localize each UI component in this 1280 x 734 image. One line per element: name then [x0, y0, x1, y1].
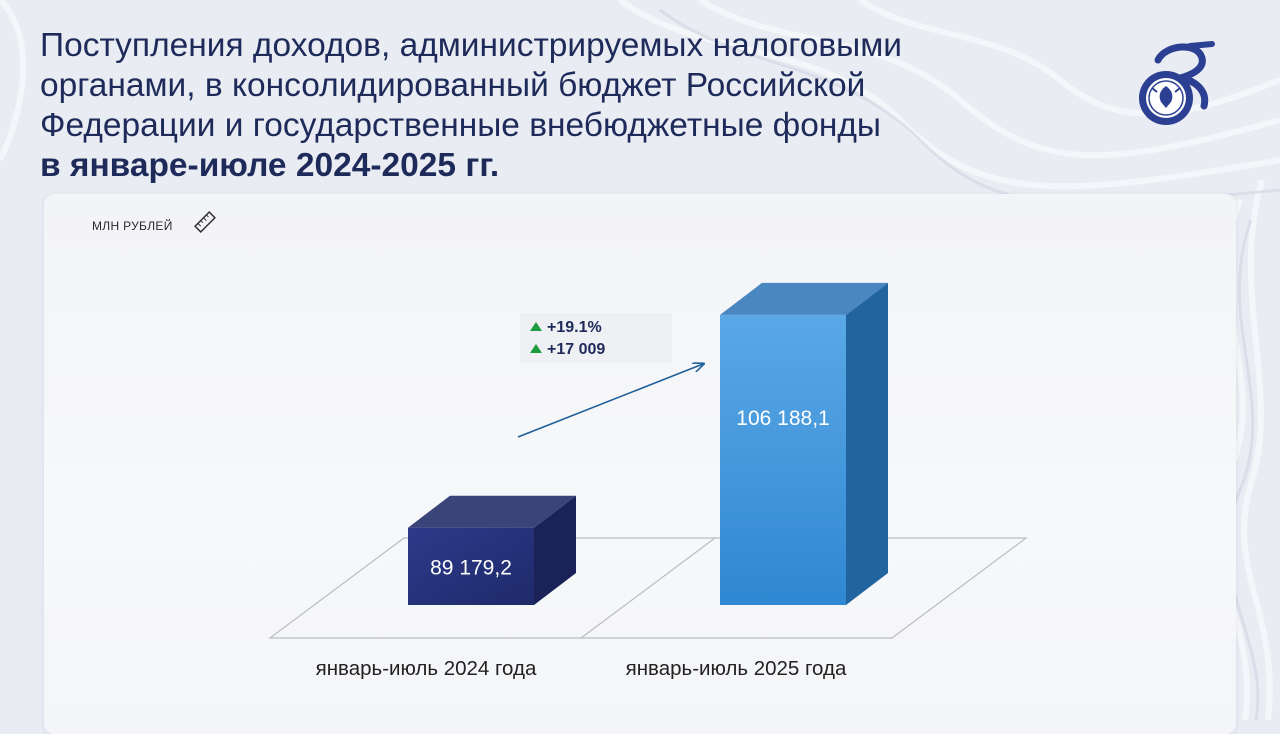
chart-floor — [268, 537, 1028, 639]
percent-change: +19.1% — [547, 319, 602, 336]
bar-2 — [720, 282, 888, 605]
title-line-4: в январе-июле 2024-2025 гг. — [40, 147, 500, 184]
title-line-3: Федерации и государственные внебюджетные… — [40, 107, 882, 144]
change-annotation: +19.1% +17 009 — [520, 313, 672, 363]
title-line-2: органами, в консолидированный бюджет Рос… — [40, 67, 866, 104]
fns-35-years-emblem-icon — [1139, 41, 1215, 125]
growth-arrow — [517, 364, 703, 438]
bar-value-label-2: 106 188,1 — [736, 407, 829, 430]
bar-1 — [408, 495, 576, 605]
triangle-up-icon — [530, 322, 542, 331]
absolute-change-row: +17 009 — [530, 341, 605, 361]
percent-change-row: +19.1% — [530, 319, 602, 339]
chart-panel — [44, 194, 1236, 734]
x-tick-label-2024: январь-июль 2024 года — [316, 657, 537, 680]
page-title: Поступления доходов, администрируемых на… — [40, 26, 1040, 186]
x-tick-label-2025: январь-июль 2025 года — [626, 657, 847, 680]
triangle-up-icon — [530, 344, 542, 353]
absolute-change: +17 009 — [547, 341, 606, 358]
title-line-1: Поступления доходов, администрируемых на… — [40, 27, 902, 64]
unit-label: МЛН РУБЛЕЙ — [92, 219, 173, 233]
ruler-icon — [194, 211, 216, 233]
bar-value-label-1: 89 179,2 — [430, 556, 512, 579]
